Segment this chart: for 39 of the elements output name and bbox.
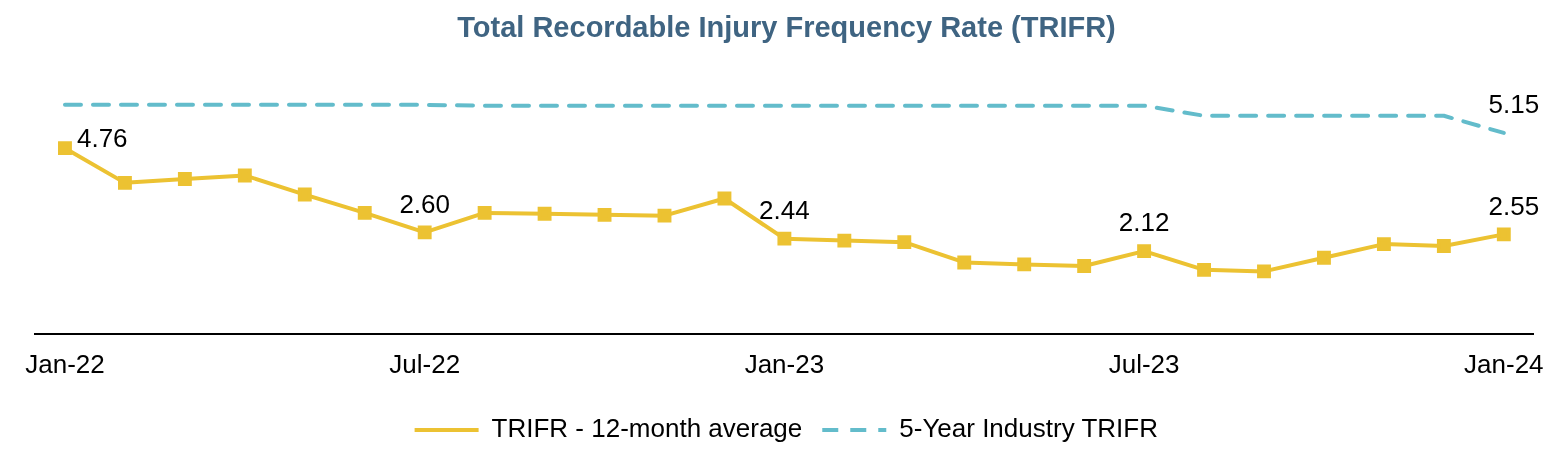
point (117, 175, 132, 190)
point (777, 231, 792, 246)
point (1197, 262, 1211, 277)
point (177, 172, 192, 186)
data-label: 4.76 (76, 123, 128, 154)
legend-label: TRIFR - 12-month average (491, 413, 803, 444)
point (357, 205, 372, 220)
point (1017, 257, 1032, 272)
point (717, 191, 732, 206)
chart-title: Total Recordable Injury Frequency Rate (TRIFR) (457, 11, 1116, 44)
point (657, 208, 672, 223)
point (1496, 227, 1511, 242)
point (837, 233, 852, 248)
x-tick-label: Jul-23 (1108, 348, 1180, 379)
point (58, 141, 72, 156)
point (1317, 250, 1331, 265)
data-label: 2.44 (759, 194, 810, 225)
point (1436, 239, 1451, 253)
point (1376, 237, 1391, 252)
x-tick-label: Jan-23 (744, 348, 825, 379)
point (417, 225, 432, 240)
point (237, 168, 252, 183)
point (597, 207, 612, 222)
point (1257, 264, 1271, 279)
x-tick-label: Jul-22 (389, 348, 461, 379)
data-label: 2.60 (399, 188, 450, 219)
point (477, 205, 492, 220)
x-tick-label: Jan-24 (1464, 348, 1544, 379)
point (897, 235, 912, 250)
data-label: 5.15 (1488, 89, 1540, 120)
data-label: 2.55 (1488, 190, 1540, 221)
point (957, 255, 972, 270)
data-label: 2.12 (1118, 207, 1170, 238)
legend-label: 5-Year Industry TRIFR (899, 413, 1158, 444)
x-tick-label: Jan-22 (25, 348, 105, 379)
point (1077, 258, 1092, 273)
point (1137, 244, 1152, 259)
point (537, 206, 552, 221)
point (297, 187, 312, 202)
